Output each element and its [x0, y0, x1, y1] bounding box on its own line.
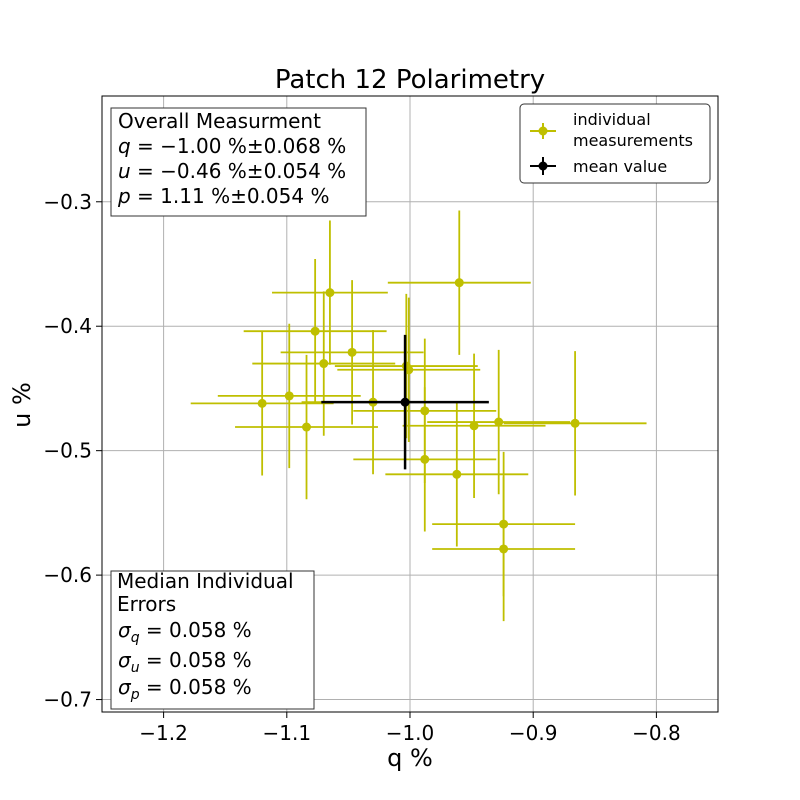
sigma-u-value: = 0.058 %	[140, 648, 252, 672]
sigma-u-subscript: u	[131, 660, 140, 676]
point-marker	[494, 417, 504, 427]
point-marker	[404, 365, 414, 375]
median-sigma-q-line: σq = 0.058 %	[118, 618, 252, 646]
point-marker	[420, 454, 430, 464]
median-heading-line1: Median Individual	[117, 569, 294, 593]
overall-p-line: p = 1.11 %±0.054 %	[117, 184, 329, 208]
overall-measurement-box: Overall Measurment q = −1.00 %±0.068 % u…	[110, 107, 367, 217]
chart-title: Patch 12 Polarimetry	[275, 65, 545, 95]
overall-p-var: p	[117, 184, 131, 208]
point-marker	[325, 288, 335, 298]
point-marker	[310, 326, 320, 336]
overall-q-var: q	[118, 134, 131, 158]
overall-u-var: u	[118, 159, 131, 183]
point-marker	[570, 418, 580, 428]
measurement-point	[252, 291, 396, 436]
sigma-q-symbol: σ	[118, 618, 132, 642]
x-tick-label: −1.1	[263, 721, 312, 745]
median-box-frame	[110, 570, 315, 710]
y-tick-label: −0.7	[43, 688, 92, 712]
overall-u-line: u = −0.46 %±0.054 %	[118, 159, 346, 183]
measurement-point	[337, 297, 481, 442]
x-tick-label: −1.2	[139, 721, 188, 745]
y-tick-label: −0.4	[43, 314, 92, 338]
point-marker	[469, 421, 479, 431]
point-marker	[257, 398, 267, 408]
x-tick-label: −1.0	[386, 721, 435, 745]
sigma-u-symbol: σ	[118, 648, 132, 672]
legend-marker-mean	[530, 157, 556, 175]
measurement-point	[387, 210, 531, 355]
legend: individual measurements mean value	[519, 103, 711, 184]
median-heading-line2: Errors	[117, 592, 176, 616]
sigma-p-symbol: σ	[118, 675, 132, 699]
overall-box-frame	[110, 107, 367, 217]
measurement-point	[432, 476, 576, 622]
median-sigma-p-line: σp = 0.058 %	[118, 675, 252, 703]
x-tick-label: −0.8	[632, 721, 681, 745]
mean-point	[321, 334, 489, 470]
measurement-point	[190, 331, 334, 476]
measurement-point	[235, 354, 378, 500]
overall-p-value: = 1.11 %±0.054 %	[131, 184, 330, 208]
measurement-point	[503, 351, 647, 496]
overall-u-value: = −0.46 %±0.054 %	[131, 159, 347, 183]
measurement-point	[217, 323, 361, 469]
y-axis-label: u %	[8, 382, 36, 428]
median-errors-box: Median Individual Errors σq = 0.058 % σu…	[110, 569, 315, 710]
x-axis-label: q %	[387, 744, 433, 772]
sigma-p-value: = 0.058 %	[140, 675, 252, 699]
point-marker	[452, 469, 462, 479]
y-tick-label: −0.6	[43, 563, 92, 587]
sigma-q-subscript: q	[131, 630, 140, 646]
data-series	[190, 210, 647, 622]
measurement-point	[427, 349, 571, 495]
legend-frame	[519, 103, 711, 184]
axis-ticks: −1.2 −1.1 −1.0 −0.9 −0.8 −0.3 −0.4 −0.5 −0.6 −0.7	[43, 190, 680, 745]
measurement-point	[243, 259, 387, 404]
point-marker	[319, 359, 329, 369]
y-tick-label: −0.5	[43, 439, 92, 463]
point-marker	[347, 347, 357, 357]
overall-q-value: = −1.00 %±0.068 %	[131, 134, 347, 158]
y-tick-label: −0.3	[43, 190, 92, 214]
point-marker	[302, 422, 312, 432]
point-marker	[284, 391, 294, 401]
point-marker	[454, 278, 464, 288]
legend-label-individual-line2: measurements	[573, 131, 693, 150]
overall-q-line: q = −1.00 %±0.068 %	[118, 134, 346, 158]
median-sigma-u-line: σu = 0.058 %	[118, 648, 252, 676]
x-tick-label: −0.9	[509, 721, 558, 745]
measurement-point	[272, 220, 388, 365]
legend-label-individual-line1: individual	[573, 110, 651, 129]
measurement-point	[280, 280, 424, 425]
legend-marker-individual	[530, 123, 556, 139]
measurement-point	[353, 387, 497, 532]
overall-heading: Overall Measurment	[118, 109, 321, 133]
legend-label-mean: mean value	[573, 157, 667, 176]
sigma-q-value: = 0.058 %	[140, 618, 252, 642]
point-marker	[400, 397, 410, 407]
point-marker	[499, 544, 509, 554]
sigma-p-subscript: p	[130, 687, 140, 703]
